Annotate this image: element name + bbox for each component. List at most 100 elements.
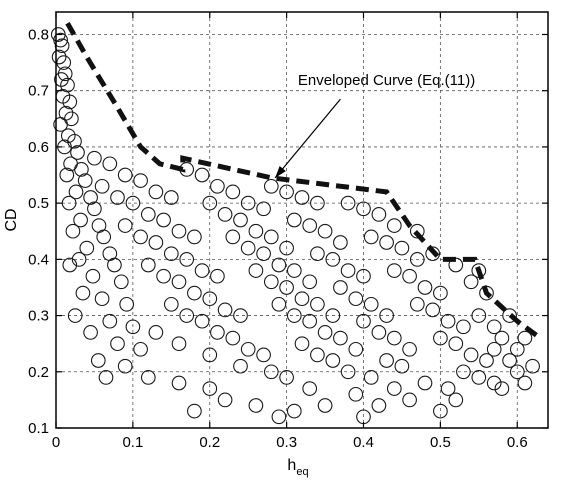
data-point bbox=[61, 195, 77, 211]
data-point bbox=[217, 302, 233, 318]
data-point bbox=[64, 111, 79, 127]
data-point bbox=[371, 398, 387, 413]
data-point bbox=[494, 330, 510, 346]
data-point bbox=[85, 268, 101, 284]
data-point bbox=[386, 218, 402, 233]
data-point bbox=[140, 370, 156, 385]
data-point bbox=[194, 313, 210, 329]
data-point bbox=[402, 341, 417, 357]
data-point bbox=[310, 296, 325, 312]
y-tick-label: 0.7 bbox=[28, 83, 49, 100]
data-point bbox=[356, 201, 371, 217]
data-point bbox=[448, 336, 464, 352]
data-point bbox=[117, 218, 133, 233]
data-point bbox=[479, 353, 494, 368]
data-point bbox=[486, 341, 502, 357]
x-axis-label-main: h bbox=[287, 457, 296, 474]
annotation-arrowhead bbox=[275, 166, 286, 178]
data-point bbox=[409, 252, 425, 267]
data-point bbox=[59, 167, 75, 183]
data-point bbox=[325, 308, 341, 323]
data-point bbox=[471, 308, 487, 323]
data-point bbox=[279, 240, 294, 256]
y-tick-label: 0.1 bbox=[28, 420, 49, 437]
data-point bbox=[73, 212, 88, 228]
data-point bbox=[140, 207, 156, 222]
data-point bbox=[302, 381, 318, 396]
data-point bbox=[96, 229, 112, 245]
data-point bbox=[463, 347, 479, 363]
data-point bbox=[402, 268, 417, 284]
data-point bbox=[110, 336, 125, 352]
data-point bbox=[333, 330, 348, 346]
data-point bbox=[102, 156, 118, 172]
data-point bbox=[263, 274, 279, 290]
data-point bbox=[433, 330, 448, 346]
data-point bbox=[263, 229, 279, 245]
data-point bbox=[317, 223, 333, 239]
data-point bbox=[107, 257, 122, 273]
x-axis-label: heq bbox=[287, 457, 308, 478]
x-tick-label: 0.1 bbox=[122, 434, 143, 451]
y-tick-label: 0.5 bbox=[28, 195, 49, 212]
data-point bbox=[71, 252, 87, 267]
data-point bbox=[240, 341, 256, 357]
data-point bbox=[433, 285, 448, 301]
scatter-series bbox=[50, 27, 540, 425]
data-point bbox=[171, 223, 187, 239]
data-point bbox=[294, 190, 310, 205]
data-point bbox=[486, 375, 502, 391]
x-tick-label: 0.6 bbox=[507, 434, 528, 451]
axis-ticks: 0 0.1 0.2 0.3 0.4 0.5 0.60.10.20.30.40.50.60.7… bbox=[28, 12, 548, 451]
data-point bbox=[156, 212, 171, 228]
data-point bbox=[279, 184, 294, 200]
data-point bbox=[248, 398, 264, 413]
data-point bbox=[386, 263, 402, 278]
envelope-curve bbox=[65, 21, 542, 341]
data-point bbox=[417, 375, 433, 391]
data-point bbox=[271, 409, 287, 425]
data-point bbox=[133, 341, 148, 357]
data-point bbox=[394, 358, 410, 374]
x-tick-label: 0 bbox=[52, 434, 60, 451]
data-point bbox=[119, 296, 135, 312]
data-point bbox=[333, 280, 348, 295]
data-point bbox=[379, 308, 394, 323]
data-point bbox=[54, 72, 69, 87]
data-point bbox=[240, 195, 256, 211]
data-point bbox=[294, 336, 310, 352]
data-point bbox=[310, 195, 325, 211]
data-point bbox=[386, 381, 402, 396]
y-tick-label: 0.4 bbox=[28, 251, 49, 268]
data-point bbox=[225, 184, 241, 200]
data-point bbox=[125, 195, 141, 211]
data-point bbox=[187, 285, 202, 301]
data-point bbox=[440, 381, 456, 396]
y-tick-label: 0.3 bbox=[28, 308, 49, 325]
data-point bbox=[140, 257, 156, 273]
data-point bbox=[210, 268, 225, 284]
data-point bbox=[202, 347, 218, 363]
data-point bbox=[502, 353, 517, 368]
data-point bbox=[233, 308, 248, 323]
data-point bbox=[386, 330, 402, 346]
data-point bbox=[517, 330, 533, 346]
data-point bbox=[356, 313, 371, 329]
data-point bbox=[125, 319, 141, 335]
data-point bbox=[217, 207, 233, 222]
data-point bbox=[463, 274, 479, 290]
data-point bbox=[271, 257, 287, 273]
data-point bbox=[325, 252, 341, 267]
x-axis-label-subscript: eq bbox=[296, 466, 308, 478]
data-point bbox=[340, 364, 356, 380]
data-point bbox=[70, 145, 85, 160]
y-tick-label: 0.6 bbox=[28, 139, 49, 156]
data-point bbox=[371, 325, 387, 340]
data-point bbox=[486, 319, 502, 335]
data-point bbox=[187, 229, 202, 245]
data-point bbox=[67, 308, 83, 323]
data-point bbox=[117, 167, 133, 183]
data-point bbox=[425, 246, 441, 262]
data-point bbox=[53, 117, 68, 132]
